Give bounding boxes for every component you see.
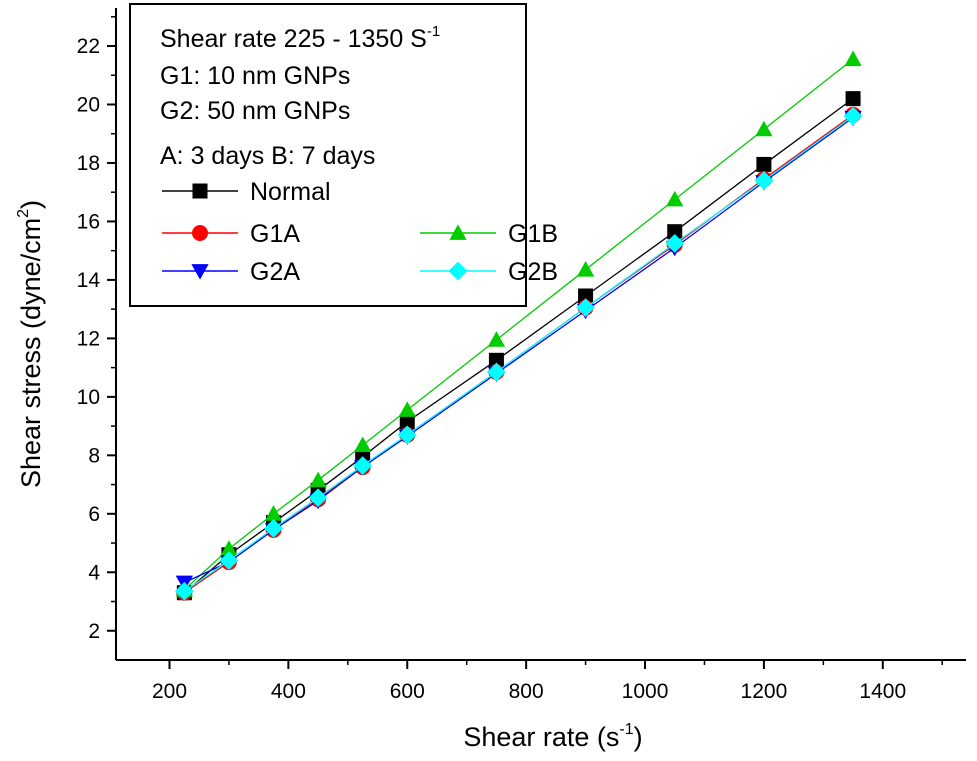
legend-note: G1: 10 nm GNPs <box>160 62 350 90</box>
x-tick-label: 1200 <box>741 680 788 703</box>
legend-label: G2A <box>250 258 300 286</box>
data-point <box>846 91 861 106</box>
y-tick-label: 14 <box>77 269 101 292</box>
data-point <box>756 157 771 172</box>
y-tick-label: 8 <box>88 444 100 467</box>
x-tick-label: 1000 <box>622 680 669 703</box>
y-tick-label: 16 <box>77 210 100 233</box>
y-tick-label: 20 <box>77 93 100 116</box>
x-tick-label: 1400 <box>859 680 906 703</box>
legend-swatch-marker <box>193 184 208 199</box>
y-tick-label: 22 <box>77 35 100 58</box>
legend-label: G1A <box>250 220 300 248</box>
legend: Shear rate 225 - 1350 S-1 G1: 10 nm GNPs G… <box>130 4 558 306</box>
y-axis-title: Shear stress (dyne/cm2) <box>15 200 46 488</box>
legend-note: G2: 50 nm GNPs <box>160 97 350 125</box>
y-tick-label: 2 <box>88 620 100 643</box>
y-tick-label: 4 <box>88 561 100 584</box>
x-axis-title: Shear rate (s-1) <box>463 721 642 752</box>
x-tick-label: 800 <box>509 680 544 703</box>
y-tick-label: 10 <box>77 386 100 409</box>
x-tick-label: 400 <box>271 680 306 703</box>
x-tick-label: 600 <box>390 680 425 703</box>
y-tick-label: 18 <box>77 152 100 175</box>
legend-label: G2B <box>508 258 558 286</box>
legend-swatch-marker <box>192 225 208 241</box>
y-tick-label: 12 <box>77 327 100 350</box>
legend-note: Shear rate 225 - 1350 S-1 <box>160 23 440 53</box>
x-tick-label: 200 <box>152 680 187 703</box>
legend-label: Normal <box>250 178 331 206</box>
legend-label: G1B <box>508 220 558 248</box>
legend-note: A: 3 days B: 7 days <box>160 142 375 170</box>
y-tick-label: 6 <box>88 503 100 526</box>
